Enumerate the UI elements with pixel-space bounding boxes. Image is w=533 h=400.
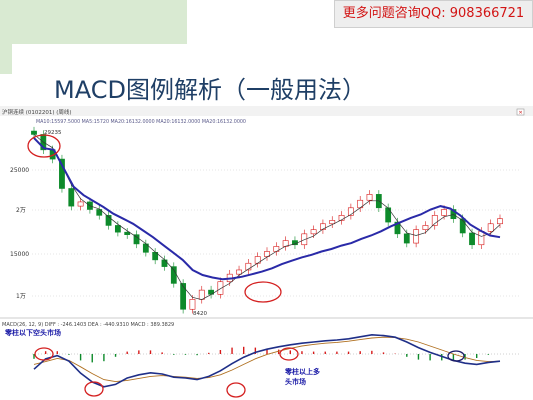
- chart-titlebar: [0, 106, 533, 116]
- corner-decoration: [0, 0, 187, 44]
- highlight-circle-macd-1: [34, 347, 54, 361]
- candle-body: [161, 259, 168, 267]
- price-series: [31, 126, 503, 314]
- candle-body: [236, 269, 242, 275]
- candle-body: [469, 232, 475, 246]
- candle-body: [441, 209, 447, 216]
- close-icon[interactable]: [516, 108, 525, 116]
- y-tick-label: 1万: [16, 293, 26, 300]
- y-tick-label: 25000: [10, 167, 29, 174]
- candle-body: [217, 281, 224, 295]
- candle-body: [310, 229, 317, 235]
- candle-body: [394, 221, 401, 235]
- annotation-bull-market-line2: 头市场: [285, 377, 306, 386]
- candle-body: [478, 231, 485, 246]
- y-tick-label: 15000: [10, 251, 29, 258]
- highlight-circle-macd-2: [84, 381, 104, 397]
- macd-series: [33, 333, 501, 388]
- highlight-circle-macd-3: [226, 382, 246, 398]
- candle-body: [347, 207, 354, 216]
- candle-body: [31, 130, 37, 135]
- candle-body: [124, 231, 131, 235]
- candle-body: [385, 207, 392, 223]
- dea-line: [33, 336, 501, 383]
- highlight-circle-macd-5: [447, 350, 465, 362]
- y-tick-label: 2万: [16, 207, 26, 214]
- macd-chart-figure: 沪铜连续 (0102201) (周线) MA10:15597.5000 MA5:…: [0, 106, 533, 400]
- candle-body: [320, 223, 326, 230]
- candle-body: [180, 283, 187, 310]
- candle-body: [59, 158, 65, 189]
- candle-body: [105, 215, 112, 226]
- candle-body: [487, 223, 494, 232]
- annotation-bear-market: 零柱以下空头市场: [4, 328, 61, 337]
- candle-body: [96, 209, 103, 216]
- candle-body: [329, 220, 336, 225]
- highlight-circle-top: [27, 134, 61, 158]
- macd-header: MACD(26, 12, 9) DIFF : -246.1403 DEA : -…: [2, 322, 174, 328]
- candle-body: [198, 289, 205, 300]
- candle-body: [338, 215, 345, 221]
- banner-text: 更多问题咨询QQ: 908366721: [342, 6, 525, 21]
- candle-body: [245, 262, 252, 271]
- ma-fast-line: [33, 134, 501, 300]
- ma-legend: MA10:15597.5000 MA5:15720 MA20:16132.000…: [36, 119, 246, 125]
- candle-body: [133, 234, 140, 245]
- annotation-bull-market-line1: 零柱以上多: [284, 367, 320, 376]
- page-title: MACD图例解析（一般用法）: [54, 76, 366, 104]
- candle-body: [431, 215, 438, 226]
- price-chart-header: 沪铜连续 (0102201) (周线): [2, 108, 72, 116]
- candle-body: [170, 266, 177, 284]
- candle-body: [497, 218, 503, 225]
- candle-body: [422, 225, 429, 230]
- candle-body: [366, 194, 373, 201]
- candle-body: [114, 225, 121, 233]
- candle-body: [403, 233, 410, 244]
- qq-contact-banner: 更多问题咨询QQ: 908366721: [334, 0, 533, 28]
- candle-body: [68, 188, 75, 207]
- diff-line: [33, 333, 501, 388]
- high-price-label: 29235: [44, 130, 62, 136]
- highlight-circle-bottom: [244, 281, 282, 303]
- corner-decoration-tab: [0, 44, 12, 74]
- highlight-circle-macd-4: [279, 347, 299, 361]
- candle-body: [413, 229, 420, 244]
- candle-body: [77, 201, 84, 207]
- candle-body: [264, 251, 270, 257]
- candle-body: [189, 299, 196, 310]
- close-icon-glyph: ✕: [519, 110, 523, 116]
- low-price-label: 8420: [193, 311, 207, 317]
- ma-slow-line: [33, 137, 501, 281]
- candle-body: [301, 233, 308, 246]
